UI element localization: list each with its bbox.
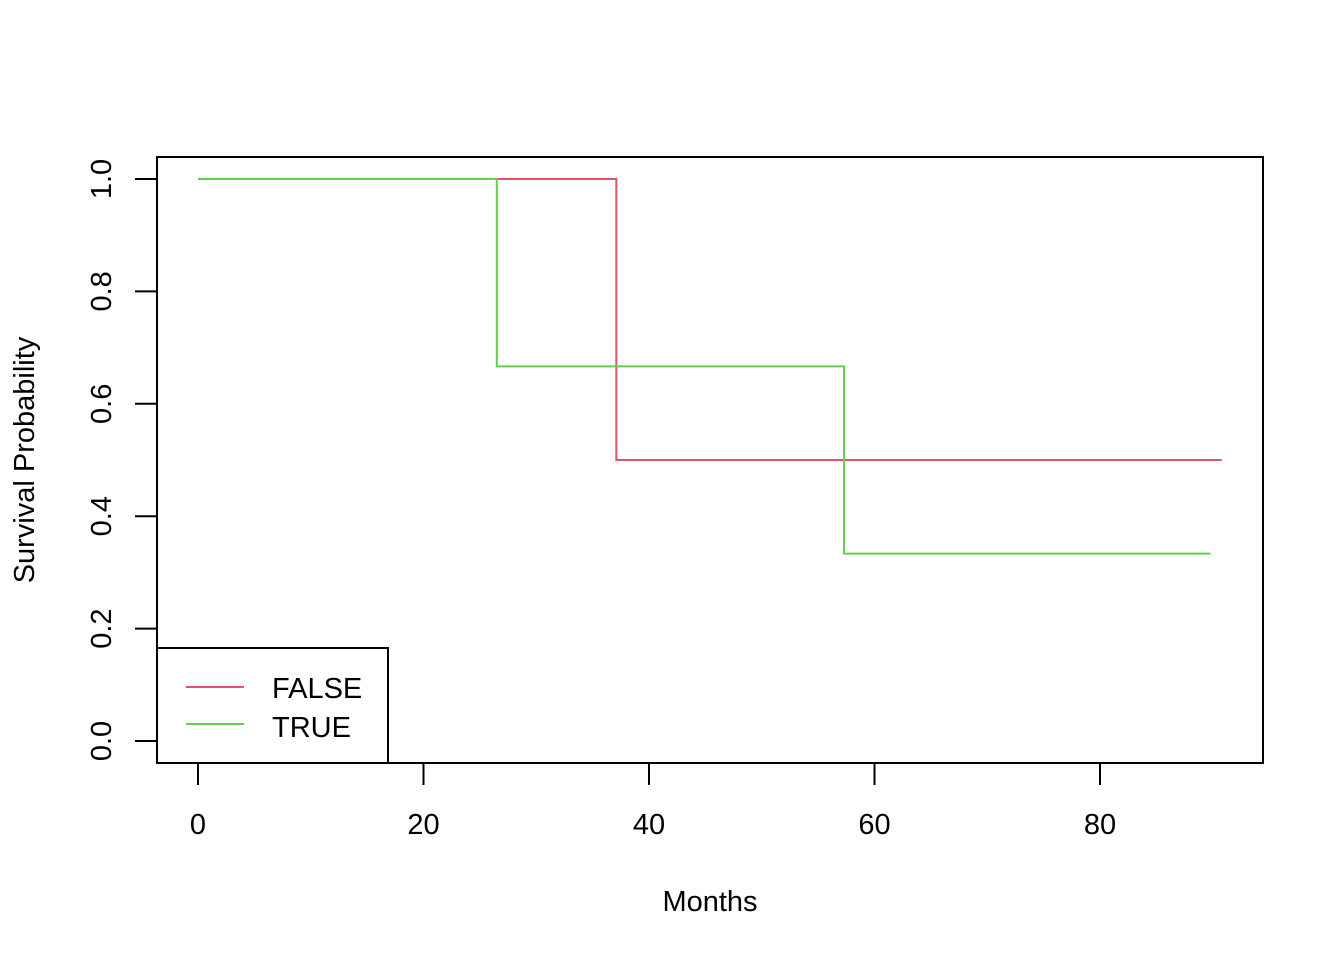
y-tick-label: 0.6 (86, 384, 118, 424)
x-tick-label: 40 (633, 809, 665, 841)
y-tick-label: 0.0 (86, 721, 118, 761)
legend: FALSE TRUE (156, 647, 389, 764)
y-axis: 0.0 0.2 0.4 0.6 0.8 1.0 (86, 159, 158, 761)
x-tick-label: 0 (190, 809, 206, 841)
x-axis: 0 20 40 60 80 (190, 762, 1116, 841)
x-axis-label: Months (662, 886, 757, 918)
x-tick-label: 60 (858, 809, 890, 841)
legend-label-false: FALSE (272, 673, 362, 705)
y-tick-label: 1.0 (86, 159, 118, 199)
x-tick-label: 20 (407, 809, 439, 841)
y-axis-label: Survival Probability (9, 336, 41, 583)
y-tick-label: 0.2 (86, 608, 118, 648)
legend-label-true: TRUE (272, 712, 351, 744)
series-line-true (198, 178, 1211, 555)
series-layer (198, 178, 1222, 555)
x-tick-label: 80 (1084, 809, 1116, 841)
y-tick-label: 0.4 (86, 496, 118, 536)
series-line-false (198, 178, 1222, 461)
y-tick-label: 0.8 (86, 271, 118, 311)
legend-box (156, 647, 389, 764)
